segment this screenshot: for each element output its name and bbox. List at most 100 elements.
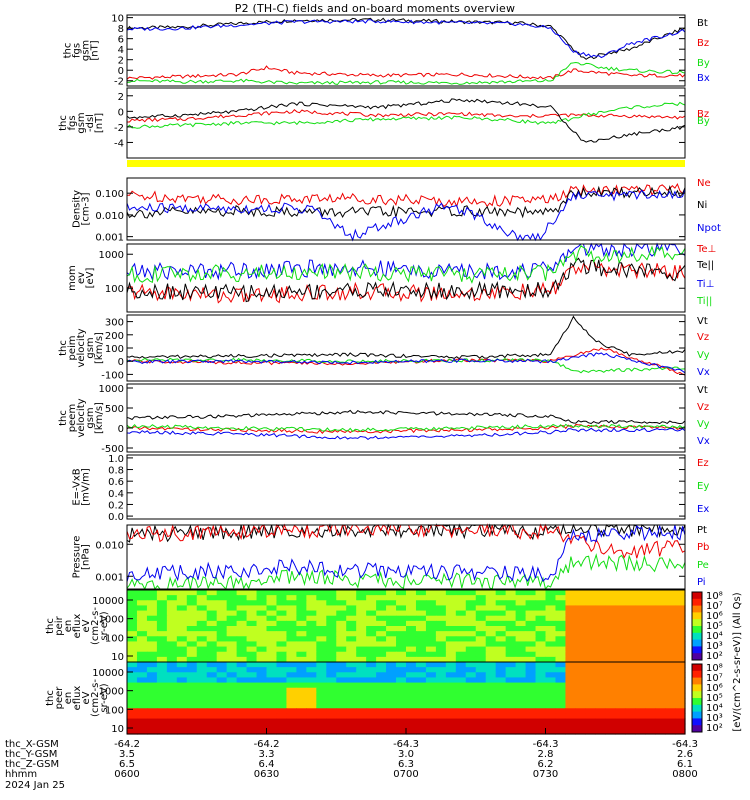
spectrogram-cell: [336, 662, 347, 668]
spectrogram-cell: [595, 590, 606, 596]
x-tick-label-ygsm: 2.8: [538, 749, 554, 760]
colorbar-cell: [692, 653, 702, 661]
spectrogram-cell: [166, 656, 178, 663]
spectrogram-cell: [156, 718, 168, 725]
spectrogram-cell: [575, 677, 586, 684]
spectrogram-cell: [376, 713, 387, 720]
spectrogram-cell: [655, 595, 666, 601]
spectrogram-cell: [665, 692, 676, 699]
spectrogram-cell: [455, 667, 467, 673]
spectrogram-cell: [515, 708, 527, 715]
spectrogram-cell: [675, 605, 686, 612]
spectrogram-cell: [595, 610, 606, 617]
spectrogram-cell: [226, 728, 238, 735]
spectrogram-cell: [555, 615, 567, 622]
spectrogram-cell: [386, 651, 397, 658]
legend-label: Vx: [697, 367, 710, 378]
spectrogram-cell: [127, 631, 138, 637]
spectrogram-cell: [675, 698, 686, 704]
y-tick-label: 10000: [92, 596, 124, 607]
spectrogram-cell: [266, 687, 278, 694]
spectrogram-cell: [136, 723, 148, 730]
spectrogram-cell: [645, 620, 656, 627]
spectrogram-cell: [366, 600, 377, 607]
spectrogram-cell: [206, 600, 218, 607]
spectrogram-cell: [206, 595, 218, 601]
y-axis-label: thc: [45, 618, 56, 634]
spectrogram-cell: [645, 636, 656, 643]
spectrogram-cell: [535, 626, 547, 632]
legend-label: Pe: [697, 560, 709, 571]
spectrogram-cell: [356, 615, 367, 622]
spectrogram-cell: [346, 651, 357, 658]
spectrogram-cell: [406, 713, 417, 720]
spectrogram-cell: [485, 687, 497, 694]
spectrogram-cell: [276, 620, 288, 627]
spectrogram-cell: [166, 672, 178, 679]
legend-label: Ti⊥: [696, 279, 714, 290]
spectrogram-cell: [575, 662, 586, 668]
spectrogram-cell: [326, 677, 337, 684]
spectrogram-cell: [286, 656, 297, 663]
spectrogram-cell: [525, 590, 537, 596]
spectrogram-cell: [495, 626, 507, 632]
spectrogram-cell: [356, 713, 367, 720]
spectrogram-cell: [525, 615, 537, 622]
spectrogram-cell: [127, 672, 138, 679]
spectrogram-cell: [346, 713, 357, 720]
spectrogram-cell: [595, 636, 606, 643]
spectrogram-cell: [535, 718, 547, 725]
spectrogram-cell: [585, 620, 596, 627]
spectrogram-cell: [386, 682, 397, 689]
spectrogram-cell: [595, 605, 606, 612]
spectrogram-cell: [196, 600, 208, 607]
spectrogram-cell: [396, 713, 407, 720]
spectrogram-cell: [475, 651, 487, 658]
y-tick-label: 0.010: [95, 211, 124, 222]
spectrogram-cell: [176, 600, 188, 607]
spectrogram-cell: [565, 667, 576, 673]
spectrogram-cell: [645, 590, 656, 596]
spectrogram-cell: [505, 651, 517, 658]
y-tick-label: 8: [118, 24, 124, 35]
spectrogram-cell: [146, 662, 158, 668]
spectrogram-cell: [605, 646, 616, 653]
spectrogram-cell: [296, 682, 307, 689]
spectrogram-cell: [306, 698, 317, 704]
spectrogram-cell: [226, 600, 238, 607]
spectrogram-cell: [127, 641, 138, 648]
spectrogram-cell: [565, 687, 576, 694]
spectrogram-cell: [346, 708, 357, 715]
spectrogram-cell: [455, 600, 467, 607]
spectrogram-cell: [136, 590, 148, 596]
spectrogram-cell: [555, 636, 567, 643]
spectrogram-cell: [396, 728, 407, 735]
spectrogram-cell: [625, 667, 636, 673]
spectrogram-cell: [306, 672, 317, 679]
spectrogram-cell: [415, 631, 427, 637]
spectrogram-cell: [396, 615, 407, 622]
spectrogram-cell: [565, 672, 576, 679]
spectrogram-cell: [595, 620, 606, 627]
spectrogram-cell: [595, 687, 606, 694]
spectrogram-cell: [655, 626, 666, 632]
y-tick-label: 2: [118, 56, 124, 67]
y-tick-label: 1000: [99, 250, 124, 261]
spectrogram-cell: [415, 646, 427, 653]
spectrogram-cell: [396, 656, 407, 663]
spectrogram-cell: [425, 703, 437, 709]
spectrogram-cell: [336, 723, 347, 730]
spectrogram-cell: [346, 677, 357, 684]
spectrogram-cell: [485, 698, 497, 704]
spectrogram-cell: [575, 687, 586, 694]
spectrogram-cell: [306, 728, 317, 735]
spectrogram-cell: [625, 703, 636, 709]
spectrogram-cell: [276, 595, 288, 601]
spectrogram-cell: [156, 651, 168, 658]
spectrogram-cell: [645, 672, 656, 679]
spectrogram-cell: [166, 615, 178, 622]
spectrogram-cell: [326, 692, 337, 699]
spectrogram-cell: [356, 620, 367, 627]
spectrogram-cell: [425, 646, 437, 653]
spectrogram-cell: [127, 620, 138, 627]
